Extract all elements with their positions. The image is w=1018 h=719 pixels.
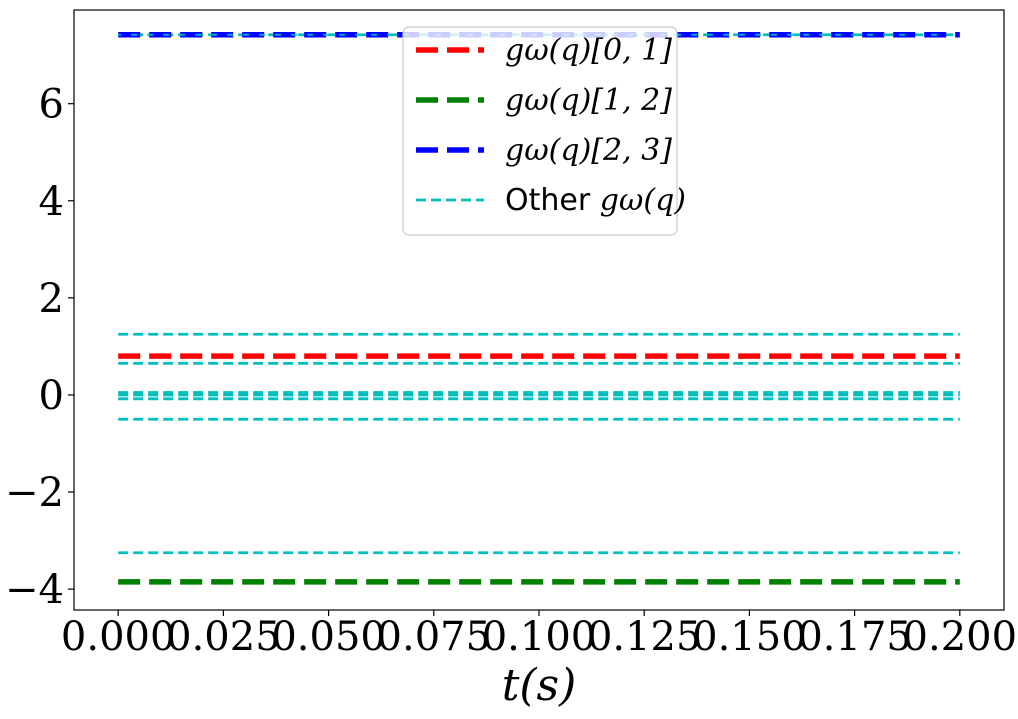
- legend-box: [402, 26, 678, 236]
- x-tick-label: 0.150: [692, 614, 807, 660]
- x-tick-label: 0.175: [797, 614, 912, 660]
- x-tick-label: 0.100: [482, 614, 597, 660]
- x-axis-label: t(s): [502, 660, 577, 711]
- legend-label: gω(q)[2, 3]: [505, 133, 672, 168]
- legend-label: gω(q)[0, 1]: [505, 33, 672, 68]
- x-axis-ticks: 0.0000.0250.0500.0750.1000.1250.1500.175…: [61, 610, 1017, 660]
- legend-label: gω(q)[1, 2]: [505, 83, 672, 118]
- y-tick-label: 4: [39, 179, 64, 225]
- legend-label: Other gω(q): [505, 183, 686, 218]
- y-tick-label: 2: [39, 276, 64, 322]
- x-tick-label: 0.025: [166, 614, 281, 660]
- x-tick-label: 0.075: [377, 614, 492, 660]
- legend: gω(q)[0, 1] gω(q)[1, 2] gω(q)[2, 3] Other g…: [402, 26, 686, 236]
- y-tick-label: 6: [39, 82, 64, 128]
- plot-lines: [118, 32, 960, 585]
- x-tick-label: 0.000: [61, 614, 176, 660]
- y-axis-ticks: −4 −2 0 2 4 6: [5, 82, 74, 613]
- y-tick-label: 0: [39, 373, 64, 419]
- x-tick-label: 0.050: [271, 614, 386, 660]
- x-tick-label: 0.200: [903, 614, 1018, 660]
- y-tick-label: −2: [5, 470, 64, 516]
- y-tick-label: −4: [5, 567, 64, 613]
- x-tick-label: 0.125: [587, 614, 702, 660]
